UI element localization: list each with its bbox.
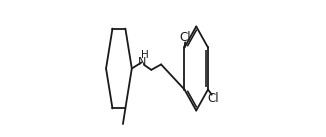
- Text: Cl: Cl: [179, 32, 191, 45]
- Text: Cl: Cl: [208, 92, 219, 105]
- Text: N: N: [137, 57, 146, 67]
- Text: H: H: [141, 50, 149, 60]
